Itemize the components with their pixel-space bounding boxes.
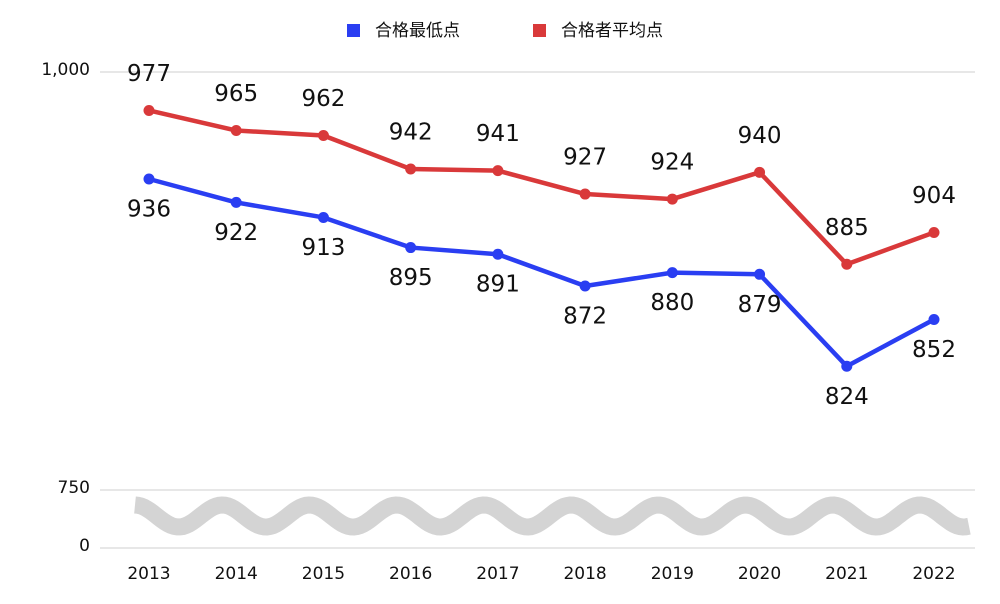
data-point bbox=[492, 165, 504, 177]
data-point bbox=[841, 360, 853, 372]
data-point bbox=[928, 313, 940, 325]
data-point bbox=[317, 130, 329, 142]
x-tick-label: 2020 bbox=[738, 564, 781, 584]
data-label: 895 bbox=[389, 265, 433, 291]
x-tick-label: 2021 bbox=[825, 564, 868, 584]
data-label: 924 bbox=[650, 150, 694, 176]
data-label: 880 bbox=[650, 290, 694, 316]
axis-break bbox=[134, 496, 971, 536]
data-point bbox=[405, 163, 417, 175]
legend-label: 合格者平均点 bbox=[561, 21, 663, 41]
y-tick-label: 0 bbox=[79, 536, 90, 556]
data-point bbox=[492, 248, 504, 260]
data-label: 913 bbox=[301, 235, 345, 261]
data-point bbox=[579, 188, 591, 200]
data-point bbox=[230, 196, 242, 208]
data-label: 941 bbox=[476, 121, 520, 147]
data-point bbox=[666, 193, 678, 205]
x-tick-label: 2013 bbox=[127, 564, 170, 584]
data-point bbox=[666, 267, 678, 279]
data-point bbox=[230, 125, 242, 137]
data-label: 824 bbox=[825, 384, 869, 410]
data-point bbox=[754, 166, 766, 178]
x-tick-label: 2017 bbox=[476, 564, 519, 584]
data-point bbox=[579, 280, 591, 292]
x-tick-label: 2014 bbox=[215, 564, 258, 584]
x-tick-label: 2018 bbox=[563, 564, 606, 584]
data-label: 885 bbox=[825, 215, 869, 241]
series-line bbox=[148, 176, 936, 369]
data-label: 852 bbox=[912, 337, 956, 363]
data-label: 922 bbox=[214, 220, 258, 246]
x-tick-label: 2015 bbox=[302, 564, 345, 584]
data-label: 940 bbox=[738, 123, 782, 149]
legend-label: 合格最低点 bbox=[375, 21, 460, 41]
data-label: 942 bbox=[389, 119, 433, 145]
legend-swatch bbox=[347, 24, 360, 37]
legend-swatch bbox=[533, 24, 546, 37]
data-label: 872 bbox=[563, 304, 607, 330]
data-label: 904 bbox=[912, 183, 956, 209]
y-tick-label: 750 bbox=[58, 478, 90, 498]
data-label: 927 bbox=[563, 145, 607, 171]
data-point bbox=[317, 211, 329, 223]
data-label: 936 bbox=[127, 197, 171, 223]
data-label: 879 bbox=[738, 292, 782, 318]
data-point bbox=[143, 173, 155, 185]
data-label: 965 bbox=[214, 81, 258, 107]
data-point bbox=[841, 258, 853, 270]
x-tick-label: 2022 bbox=[912, 564, 955, 584]
data-label: 891 bbox=[476, 272, 520, 298]
data-label: 977 bbox=[127, 61, 171, 87]
data-label: 962 bbox=[301, 86, 345, 112]
series-line bbox=[148, 108, 935, 267]
data-point bbox=[143, 104, 155, 116]
x-tick-label: 2019 bbox=[651, 564, 694, 584]
data-point bbox=[754, 268, 766, 280]
x-tick-label: 2016 bbox=[389, 564, 432, 584]
data-point bbox=[928, 227, 940, 239]
data-point bbox=[405, 242, 417, 254]
y-tick-label: 1,000 bbox=[41, 60, 90, 80]
